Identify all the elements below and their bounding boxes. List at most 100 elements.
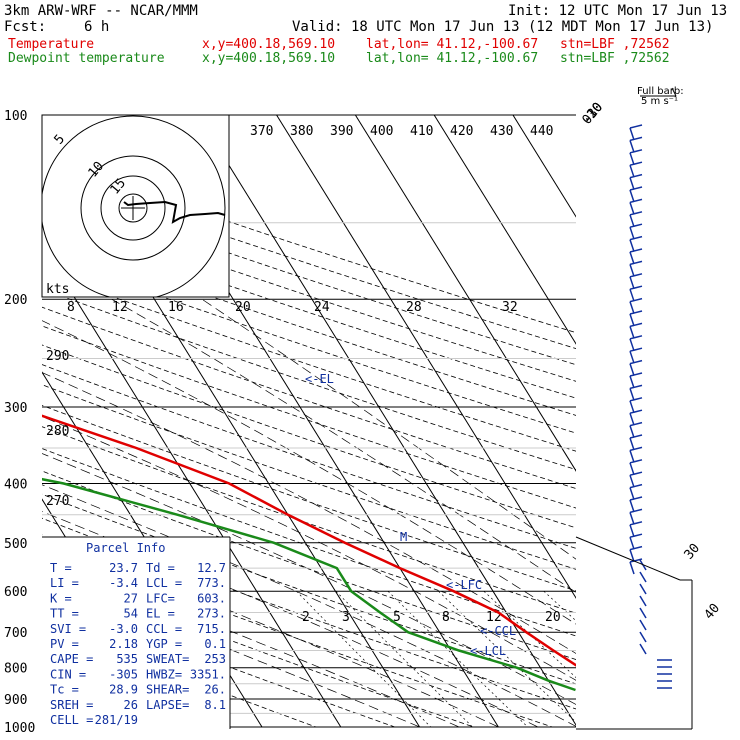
wind-barb bbox=[629, 214, 635, 228]
wind-barb bbox=[629, 326, 635, 339]
barb-legend: Full barb: 5 m s⁻¹ bbox=[637, 86, 684, 107]
wind-barb bbox=[629, 388, 635, 401]
wind-barb bbox=[629, 127, 635, 141]
wind-barb-flag bbox=[629, 285, 643, 290]
wind-barb-flag bbox=[629, 198, 643, 204]
wind-barb-flag bbox=[629, 211, 643, 216]
wind-barb bbox=[629, 450, 635, 463]
temperature-legend-stn: stn=LBF ,72562 bbox=[560, 37, 670, 52]
wind-barb-flag bbox=[629, 409, 643, 414]
wind-barb bbox=[629, 189, 635, 203]
el-marker: <-EL bbox=[305, 372, 334, 386]
wind-barb bbox=[629, 239, 635, 252]
wind-barb bbox=[629, 276, 635, 290]
wind-barb bbox=[629, 164, 635, 178]
dewpoint-legend-stn: stn=LBF ,72562 bbox=[560, 51, 670, 66]
isotherm-label-30-side: 30 bbox=[682, 541, 704, 563]
parcel-info-cell: Td = bbox=[146, 561, 175, 575]
wind-barb-flag bbox=[629, 335, 643, 340]
parcel-info-cell: 54 bbox=[124, 607, 138, 621]
hodograph-panel: 5 10 15 kts bbox=[41, 114, 230, 298]
pressure-label-700: 700 bbox=[4, 626, 27, 641]
wind-barb-flag bbox=[629, 248, 643, 253]
wind-barb-flag bbox=[629, 471, 643, 476]
parcel-info-cell: 26. bbox=[204, 683, 226, 697]
temperature-legend-name: Temperature bbox=[8, 37, 95, 52]
pressure-label-500: 500 bbox=[4, 537, 27, 552]
lfc-marker: <-LFC bbox=[446, 578, 482, 592]
fcst-label: Fcst: bbox=[4, 19, 47, 35]
parcel-info-cell: LAPSE= bbox=[146, 698, 189, 712]
parcel-info-cell: 0.1 bbox=[204, 637, 226, 651]
temperature-series-line bbox=[42, 414, 576, 667]
parcel-info-cell: -3.4 bbox=[109, 576, 138, 590]
wind-barb bbox=[629, 288, 635, 302]
isotherm-label-40-side: 40 bbox=[702, 601, 724, 623]
parcel-info-cell: SWEAT= bbox=[146, 652, 189, 666]
wind-barbs bbox=[629, 124, 672, 689]
wind-barb-column: 30 40 bbox=[575, 124, 724, 730]
wind-barb-flag bbox=[629, 273, 643, 278]
pressure-label-900: 900 bbox=[4, 693, 27, 708]
mixing-ratio-line bbox=[296, 590, 432, 727]
pressure-label-100: 100 bbox=[4, 109, 27, 124]
wind-barb bbox=[629, 375, 635, 389]
wind-barb bbox=[629, 499, 635, 513]
mixing-ratio-label: 5 bbox=[393, 610, 401, 625]
wind-barb-flag bbox=[629, 322, 643, 328]
parcel-info-cell: 12.7 bbox=[197, 561, 226, 575]
wind-barb bbox=[629, 462, 635, 476]
theta-label: 410 bbox=[410, 124, 433, 139]
theta-label: 380 bbox=[290, 124, 313, 139]
barb-legend-line1: Full barb: bbox=[637, 86, 684, 97]
wind-barb bbox=[629, 152, 635, 166]
parcel-info-cell: SHEAR= bbox=[146, 683, 189, 697]
isotherm-line bbox=[276, 115, 576, 599]
wind-barb-flag bbox=[629, 347, 643, 352]
pressure-label-1000: 1000 bbox=[4, 721, 35, 736]
wind-barb-flag bbox=[629, 235, 643, 241]
barb-legend-line2: 5 m s⁻¹ bbox=[641, 96, 678, 107]
wind-barb-flag bbox=[629, 372, 643, 377]
theta-label: 420 bbox=[450, 124, 473, 139]
parcel-info-cell: 281/19 bbox=[95, 713, 138, 727]
wind-barb bbox=[629, 313, 635, 327]
mixing-ratio-label: 20 bbox=[545, 610, 561, 625]
isotherm-line bbox=[592, 115, 740, 727]
wind-barb bbox=[629, 177, 635, 190]
wind-barb-low bbox=[639, 643, 647, 655]
isotherm-line bbox=[433, 115, 576, 345]
model-title: 3km ARW-WRF -- NCAR/MMM bbox=[4, 3, 198, 19]
parcel-info-cell: 2.18 bbox=[109, 637, 138, 651]
ccl-marker: <-CCL bbox=[480, 624, 516, 638]
parcel-info-cell: CIN = bbox=[50, 667, 86, 681]
theta-side-label: 290 bbox=[46, 349, 69, 364]
parcel-info-cell: K = bbox=[50, 591, 72, 605]
moist-adiabat bbox=[42, 534, 499, 727]
fcst-value: 6 h bbox=[84, 19, 110, 35]
dewpoint-legend-latlon: lat,lon= 41.12,-100.67 bbox=[366, 51, 539, 66]
parcel-info-box: Parcel Info T = 23.7 Td = 12.7 LI = -3.4 LCL =… bbox=[42, 536, 231, 729]
wind-barb bbox=[629, 301, 635, 314]
theta-label: 430 bbox=[490, 124, 513, 139]
hodograph-tick-label: 20 bbox=[235, 300, 251, 315]
parcel-info-cell: PV = bbox=[50, 637, 79, 651]
parcel-info-cell: 773. bbox=[197, 576, 226, 590]
wind-barb-flag bbox=[629, 186, 643, 191]
parcel-info-cell: 253 bbox=[204, 652, 226, 666]
pressure-label-200: 200 bbox=[4, 293, 27, 308]
wind-barb-flag bbox=[629, 397, 643, 402]
wind-barb bbox=[629, 524, 635, 538]
wind-barb-flag bbox=[629, 421, 643, 427]
hodograph-trace bbox=[123, 200, 226, 224]
wind-barb-low bbox=[639, 583, 647, 595]
wind-barb-low bbox=[639, 631, 647, 643]
wind-barb-low bbox=[639, 619, 647, 631]
wind-barb bbox=[629, 536, 635, 550]
dewpoint-series-line bbox=[42, 477, 576, 692]
hodograph-kts-label: kts bbox=[46, 282, 69, 297]
hodograph-tick-label: 28 bbox=[406, 300, 422, 315]
theta-label: 440 bbox=[530, 124, 553, 139]
mixing-ratio-labels: 2 3 5 8 12 20 bbox=[302, 610, 561, 625]
